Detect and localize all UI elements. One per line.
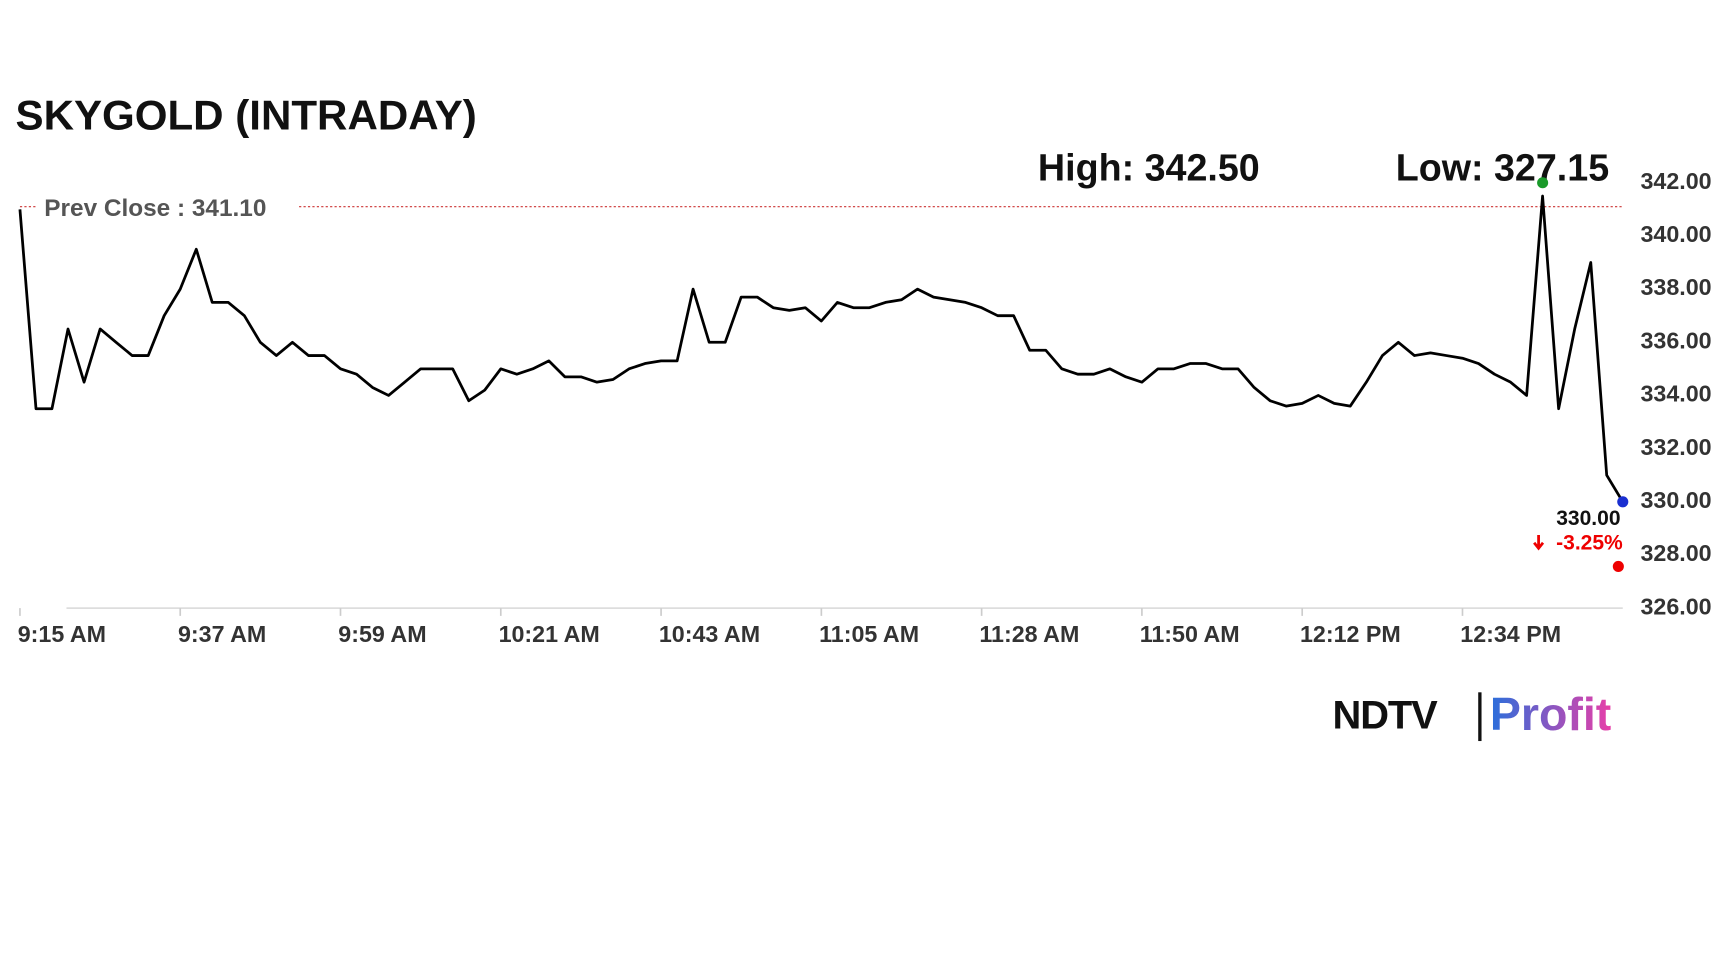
x-tick-label: 12:34 PM (1460, 621, 1561, 647)
x-tick-label: 11:28 AM (979, 621, 1079, 647)
x-tick-label: 12:12 PM (1300, 621, 1401, 647)
down-arrow (1533, 535, 1545, 551)
x-tick-label: 9:15 AM (18, 621, 106, 647)
low-point (1612, 560, 1624, 573)
y-tick-label: 328.00 (1640, 540, 1711, 566)
brand-ndtv: NDTV (1333, 693, 1439, 737)
y-tick-label: 332.00 (1640, 434, 1711, 460)
x-tick-label: 11:05 AM (819, 621, 919, 647)
last-point (1617, 496, 1629, 508)
x-tick-label: 9:59 AM (338, 621, 426, 647)
y-tick-label: 334.00 (1640, 381, 1711, 407)
y-tick-label: 338.00 (1640, 274, 1711, 300)
x-tick-label: 10:43 AM (659, 621, 760, 647)
low-label: Low: 327.15 (1396, 147, 1609, 189)
last-label: 330.00 (1556, 507, 1620, 530)
prev-close-label: Prev Close : 341.10 (44, 195, 266, 222)
price-line (18, 194, 1624, 503)
y-tick-label: 326.00 (1640, 593, 1711, 619)
chart-title: SKYGOLD (INTRADAY) (16, 92, 477, 139)
y-tick-label: 336.00 (1640, 327, 1711, 353)
y-tick-label: 330.00 (1640, 487, 1711, 513)
x-tick-label: 9:37 AM (178, 621, 266, 647)
high-point (1537, 177, 1549, 189)
high-label: High: 342.50 (1038, 147, 1260, 189)
change-label: -3.25% (1556, 531, 1623, 554)
x-tick-label: 11:50 AM (1140, 621, 1240, 647)
brand-profit: Profit (1490, 688, 1611, 740)
y-tick-label: 342.00 (1640, 168, 1711, 194)
y-tick-label: 340.00 (1640, 221, 1711, 247)
x-tick-label: 10:21 AM (499, 621, 600, 647)
